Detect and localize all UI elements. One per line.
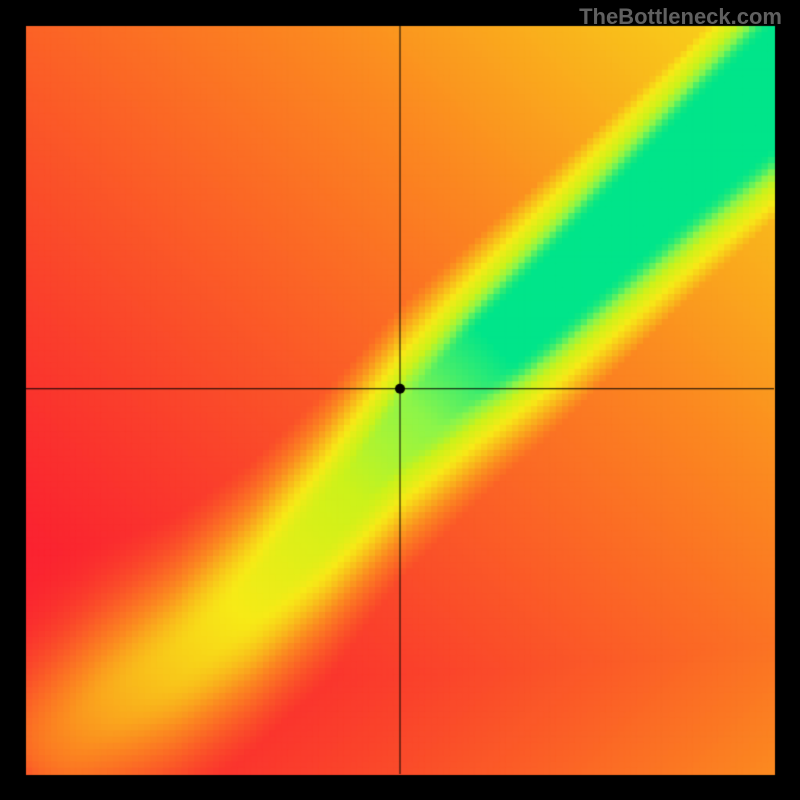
- chart-container: TheBottleneck.com: [0, 0, 800, 800]
- bottleneck-heatmap: [0, 0, 800, 800]
